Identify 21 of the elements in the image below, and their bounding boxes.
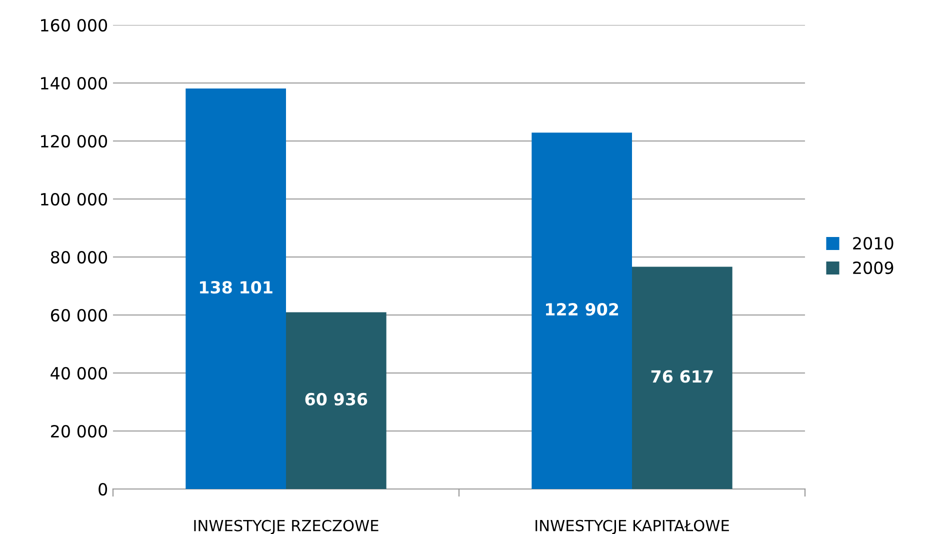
legend-label: 2009 — [853, 261, 894, 274]
y-tick-label: 120 000 — [41, 134, 108, 148]
data-label: 122 902 — [546, 303, 618, 316]
y-tick-label: 160 000 — [41, 18, 108, 32]
x-tick-label: INWESTYCJE RZECZOWE — [194, 520, 378, 534]
x-tick-label: INWESTYCJE KAPITAŁOWE — [536, 520, 729, 534]
bar — [286, 312, 386, 489]
data-label: 76 617 — [651, 370, 713, 383]
y-tick-label: 40 000 — [50, 366, 108, 380]
y-tick-label: 60 000 — [50, 308, 108, 322]
y-tick-label: 140 000 — [41, 76, 108, 90]
y-tick-label: 80 000 — [50, 250, 108, 264]
bar — [186, 88, 286, 489]
data-label: 138 101 — [200, 280, 272, 294]
y-tick-label: 0 — [98, 482, 108, 496]
bar — [532, 132, 632, 489]
bar — [632, 266, 732, 489]
data-label: 60 936 — [305, 392, 368, 406]
y-tick-label: 20 000 — [51, 424, 108, 438]
legend-label: 2010 — [853, 236, 894, 250]
y-tick-label: 100 000 — [41, 192, 108, 206]
